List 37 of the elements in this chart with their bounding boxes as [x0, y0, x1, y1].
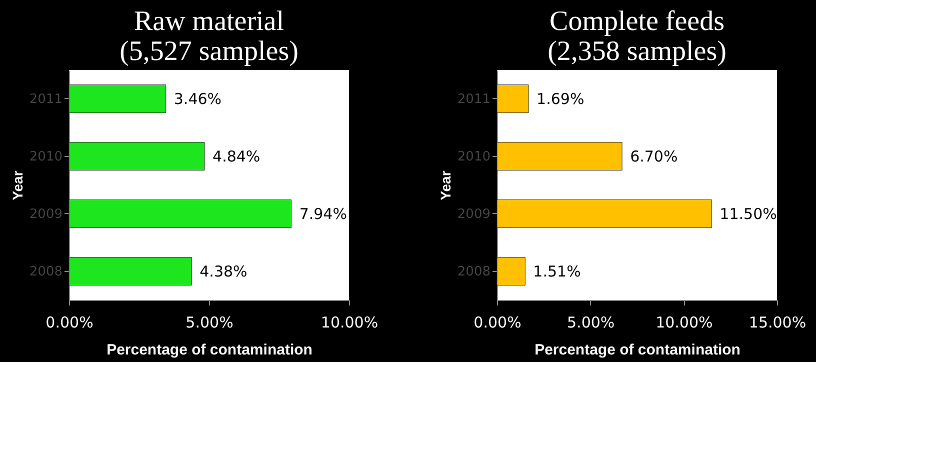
y-tick-label: 2010 [29, 149, 62, 164]
data-label: 1.69% [536, 90, 584, 108]
data-label: 4.38% [200, 262, 248, 280]
bar [68, 200, 292, 228]
bar [496, 142, 622, 170]
bar [68, 84, 166, 113]
chart-title: Raw material (5,527 samples) [120, 6, 298, 67]
x-tick-label: 10.00% [656, 314, 713, 332]
data-label: 3.46% [174, 90, 222, 108]
x-axis-title: Percentage of contamination [534, 342, 740, 358]
y-tick-label: 2010 [457, 149, 490, 164]
y-tick-label: 2011 [457, 92, 490, 107]
x-axis-title: Percentage of contamination [106, 342, 312, 358]
bar [496, 200, 712, 228]
x-tick-label: 0.00% [474, 314, 522, 332]
data-label: 4.84% [212, 147, 260, 166]
y-tick-label: 2009 [457, 206, 490, 222]
y-tick-label: 2011 [29, 92, 62, 107]
bar [68, 142, 205, 170]
y-tick-label: 2008 [29, 264, 62, 280]
x-tick-label: 10.00% [320, 314, 378, 332]
data-label: 6.70% [630, 147, 678, 166]
bar [68, 257, 192, 286]
chart-title: Complete feeds (2,358 samples) [548, 6, 726, 67]
data-label: 7.94% [299, 204, 347, 223]
bar [496, 84, 529, 113]
bar [496, 257, 526, 286]
x-tick-label: 15.00% [748, 314, 806, 332]
x-tick-label: 5.00% [186, 314, 234, 332]
data-label: 11.50% [720, 204, 777, 223]
y-tick-label: 2009 [29, 206, 62, 222]
x-tick-label: 0.00% [46, 314, 94, 332]
data-label: 1.51% [533, 262, 581, 280]
x-tick-label: 5.00% [567, 314, 615, 332]
y-tick-label: 2008 [457, 264, 490, 280]
y-axis-title: Year [9, 170, 26, 200]
y-axis-title: Year [437, 170, 454, 200]
